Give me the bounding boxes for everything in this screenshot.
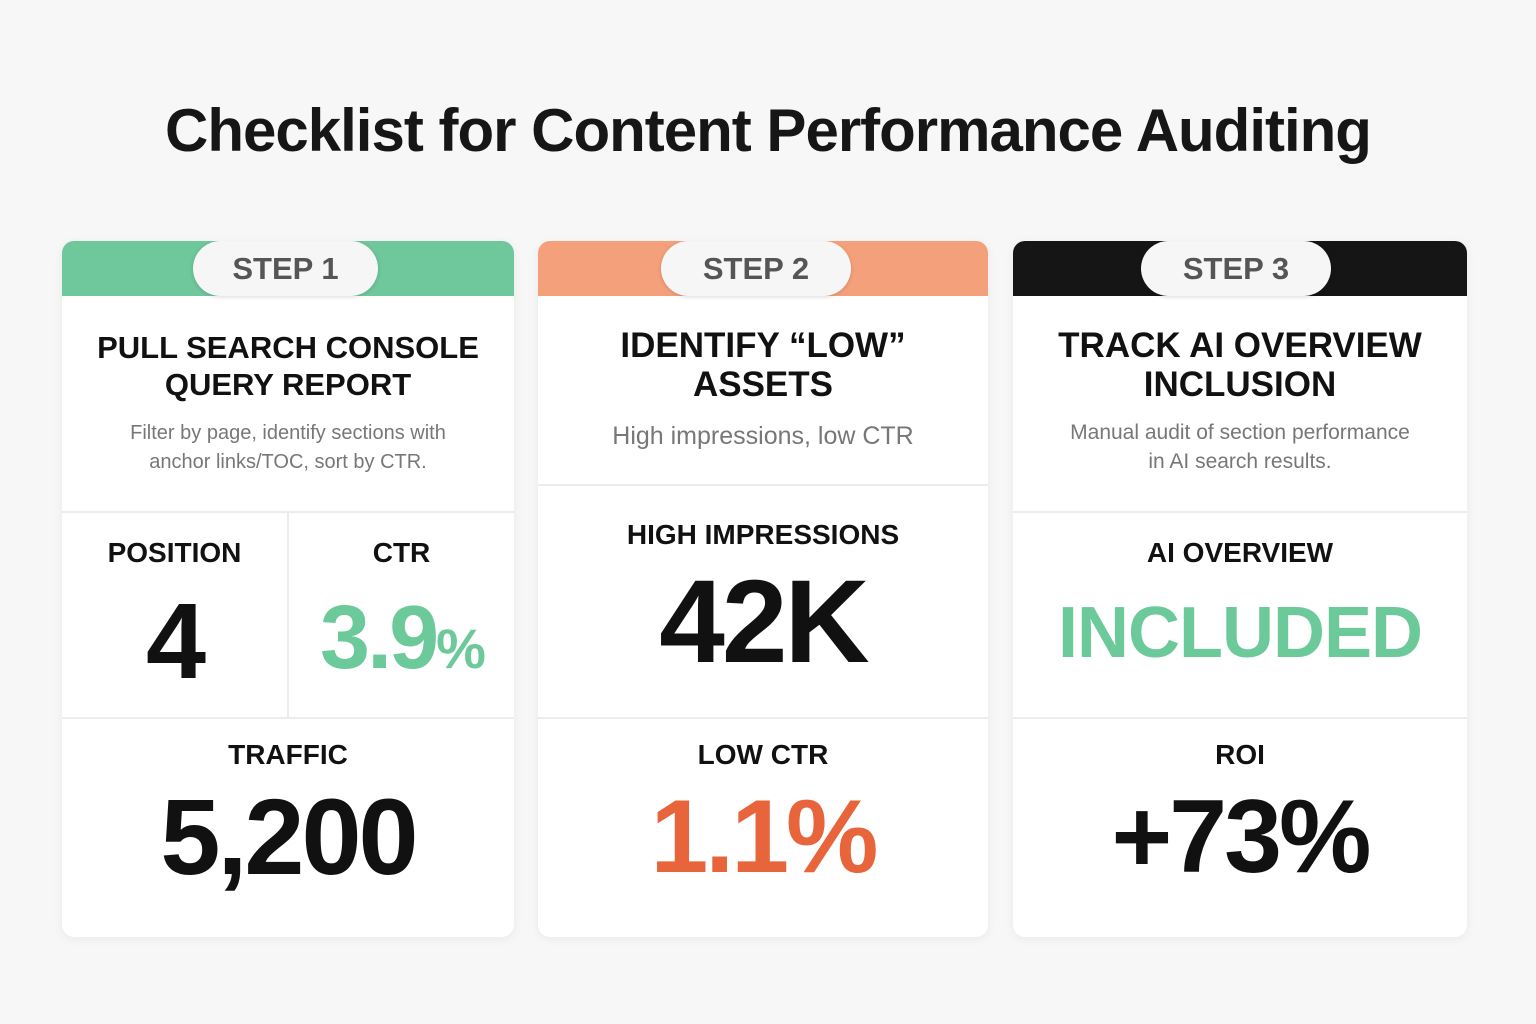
step-3-description-line1: Manual audit of section performance [1070, 421, 1410, 444]
ctr-metric: CTR 3.9% [289, 537, 514, 683]
roi-value: +73% [1111, 779, 1372, 895]
roi-label: ROI [1215, 739, 1265, 770]
step-1-heading-line2: QUERY REPORT [164, 367, 412, 402]
divider [62, 717, 514, 719]
step-3-description-line2: in AI search results. [1148, 450, 1332, 473]
divider [1013, 717, 1467, 719]
step-2-heading-line2: ASSETS [692, 365, 834, 404]
step-1-heading-line1: PULL SEARCH CONSOLE [97, 330, 479, 365]
position-label: POSITION [107, 537, 242, 568]
step-2-heading-line1: IDENTIFY “LOW” [620, 326, 906, 365]
impressions-label: HIGH IMPRESSIONS [626, 519, 900, 550]
divider [538, 484, 988, 486]
traffic-label: TRAFFIC [228, 739, 348, 770]
step-3-intro: TRACK AI OVERVIEW INCLUSION Manual audit… [1013, 326, 1467, 476]
step-1-intro: PULL SEARCH CONSOLE QUERY REPORT Filter … [62, 329, 514, 477]
traffic-value: 5,200 [160, 776, 418, 897]
step-3-description: Manual audit of section performance in A… [1013, 418, 1467, 476]
step-1-badge: STEP 1 [193, 241, 378, 296]
ai-overview-label: AI OVERVIEW [1146, 537, 1334, 568]
divider [62, 511, 514, 513]
traffic-metric: TRAFFIC 5,200 [62, 739, 514, 891]
step-2-badge: STEP 2 [661, 241, 851, 296]
roi-metric: ROI +73% [1013, 739, 1467, 889]
ctr-value: 3.9 [320, 588, 439, 688]
step-1-description-line2: anchor links/TOC, sort by CTR. [149, 451, 427, 473]
step-2-card: STEP 2 IDENTIFY “LOW” ASSETS High impres… [538, 241, 988, 937]
impressions-metric: HIGH IMPRESSIONS 42K [538, 519, 988, 681]
divider [538, 717, 988, 719]
low-ctr-value: 1.1% [650, 779, 878, 895]
ctr-unit: % [436, 617, 486, 680]
step-3-heading-line1: TRACK AI OVERVIEW [1058, 326, 1422, 365]
step-3-heading-line2: INCLUSION [1143, 365, 1337, 404]
step-2-description: High impressions, low CTR [612, 422, 914, 450]
divider [1013, 511, 1467, 513]
step-3-card: STEP 3 TRACK AI OVERVIEW INCLUSION Manua… [1013, 241, 1467, 937]
position-metric: POSITION 4 [62, 537, 287, 695]
step-1-description-line1: Filter by page, identify sections with [130, 422, 446, 444]
step-1-description: Filter by page, identify sections with a… [62, 419, 514, 477]
low-ctr-label: LOW CTR [697, 739, 829, 770]
position-value: 4 [145, 580, 206, 701]
ctr-label: CTR [372, 537, 431, 568]
step-2-intro: IDENTIFY “LOW” ASSETS High impressions, … [538, 326, 988, 451]
divider [287, 513, 289, 717]
ai-overview-metric: AI OVERVIEW INCLUDED [1013, 537, 1467, 669]
impressions-value: 42K [659, 556, 869, 688]
ai-overview-value: INCLUDED [1058, 593, 1423, 673]
low-ctr-metric: LOW CTR 1.1% [538, 739, 988, 889]
step-3-badge: STEP 3 [1141, 241, 1331, 296]
page-title: Checklist for Content Performance Auditi… [165, 97, 1372, 164]
step-1-card: STEP 1 PULL SEARCH CONSOLE QUERY REPORT … [62, 241, 514, 937]
